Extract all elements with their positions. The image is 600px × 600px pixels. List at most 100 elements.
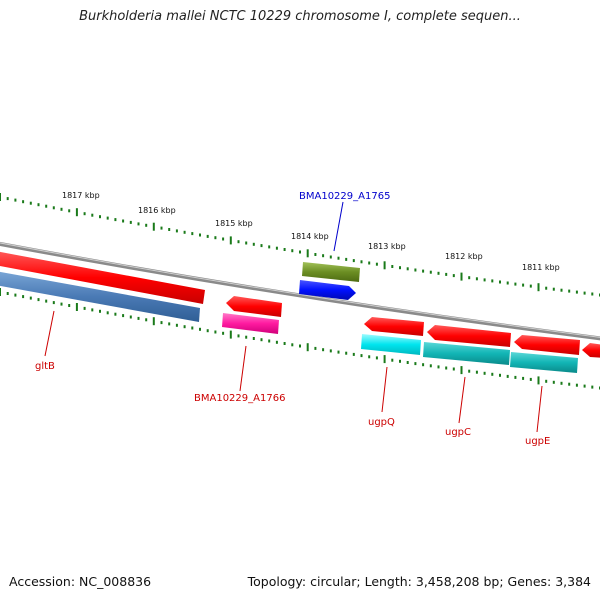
outer-scale-minor-tick: [52, 206, 55, 210]
gene-label-ugpC[interactable]: ugpC: [445, 427, 471, 438]
outer-scale-minor-tick: [529, 284, 532, 288]
outer-scale-minor-tick: [199, 233, 201, 237]
chromosome-backbone: [0, 241, 600, 341]
outer-scale-ticks: [0, 193, 600, 297]
inner-scale-minor-tick: [129, 315, 132, 319]
outer-scale-minor-tick: [475, 277, 478, 281]
outer-scale-minor-tick: [583, 291, 586, 295]
outer-scale-minor-tick: [29, 201, 32, 205]
inner-scale-minor-tick: [6, 292, 9, 295]
cds-BMA10229_A1765-blue[interactable]: [299, 280, 356, 300]
cds-ugpE-teal[interactable]: [510, 352, 578, 373]
inner-scale-minor-tick: [91, 308, 94, 312]
outer-scale-minor-tick: [560, 288, 563, 292]
inner-scale-minor-tick: [514, 375, 517, 379]
inner-scale-minor-tick: [329, 349, 332, 353]
inner-scale-major-tick: [75, 303, 78, 311]
gene-label-gltB[interactable]: gltB: [35, 361, 55, 372]
cds-ugpQ-cyan[interactable]: [361, 334, 421, 355]
inner-scale-minor-tick: [122, 314, 125, 318]
outer-scale-minor-tick: [237, 240, 240, 244]
leader-BMA10229_A1765: [333, 201, 344, 252]
outer-scale-minor-tick: [506, 281, 509, 285]
gene-label-ugpQ[interactable]: ugpQ: [368, 417, 395, 428]
outer-scale-minor-tick: [522, 283, 525, 287]
inner-scale-minor-tick: [222, 331, 225, 335]
outer-scale-major-tick: [537, 283, 540, 292]
outer-scale-minor-tick: [452, 274, 455, 278]
gene-label-BMA10229_A1766[interactable]: BMA10229_A1766: [194, 393, 285, 404]
inner-scale-minor-tick: [268, 339, 271, 343]
outer-scale-minor-tick: [260, 244, 263, 248]
outer-scale-minor-tick: [183, 230, 186, 234]
inner-scale-minor-tick: [299, 344, 301, 348]
outer-scale-minor-tick: [329, 255, 332, 259]
outer-scale-minor-tick: [175, 229, 178, 233]
cds-gltB-red[interactable]: [0, 251, 205, 304]
leader-ugpE: [536, 385, 543, 433]
inner-scale-minor-tick: [260, 338, 263, 342]
outer-scale-minor-tick: [91, 213, 94, 217]
outer-scale-minor-tick: [591, 292, 594, 296]
outer-scale-minor-tick: [160, 226, 163, 230]
map-title: Burkholderia mallei NCTC 10229 chromosom…: [79, 9, 521, 24]
inner-scale-minor-tick: [206, 329, 209, 333]
cds-ugpC-teal[interactable]: [423, 342, 510, 365]
cds-ugpC-red[interactable]: [427, 325, 511, 347]
inner-scale-minor-tick: [137, 316, 140, 320]
inner-scale-minor-tick: [483, 371, 486, 375]
cds-gltB-blue[interactable]: [0, 271, 200, 322]
inner-scale-minor-tick: [422, 363, 425, 367]
outer-scale-minor-tick: [445, 272, 448, 276]
inner-scale-minor-tick: [452, 367, 455, 371]
scale-label-1811: 1811 kbp: [522, 263, 560, 272]
outer-scale-minor-tick: [429, 270, 432, 274]
scale-label-1812: 1812 kbp: [445, 252, 483, 261]
outer-scale-minor-tick: [291, 249, 294, 253]
outer-scale-minor-tick: [68, 209, 71, 213]
cds-BMA10229_A1766-magenta[interactable]: [222, 313, 279, 334]
cds-BMA10229_A1765-olive[interactable]: [302, 262, 360, 282]
inner-scale-major-tick: [152, 317, 155, 326]
gene-label-ugpE[interactable]: ugpE: [525, 436, 550, 447]
inner-scale-major-tick: [537, 376, 540, 385]
outer-scale-minor-tick: [399, 266, 401, 270]
scale-label-1817: 1817 kbp: [62, 191, 100, 200]
cds-ugpE-red[interactable]: [514, 335, 580, 355]
inner-scale-minor-tick: [360, 354, 363, 358]
inner-scale-minor-tick: [106, 311, 109, 315]
inner-scale-minor-tick: [283, 342, 286, 345]
outer-scale-minor-tick: [391, 265, 394, 268]
inner-scale-major-tick: [460, 366, 463, 375]
inner-scale-minor-tick: [60, 302, 63, 306]
inner-scale-minor-tick: [491, 372, 494, 376]
inner-scale-minor-tick: [475, 370, 478, 374]
outer-scale-minor-tick: [575, 290, 578, 294]
inner-scale-minor-tick: [468, 369, 471, 373]
outer-scale-minor-tick: [345, 257, 348, 261]
outer-scale-minor-tick: [37, 203, 40, 207]
outer-scale-minor-tick: [491, 279, 494, 283]
inner-scale-major-tick: [383, 355, 386, 364]
inner-scale-major-tick: [0, 288, 1, 296]
inner-scale-minor-tick: [345, 351, 348, 355]
outer-scale-minor-tick: [322, 254, 325, 258]
cds-ugpQ-red[interactable]: [364, 317, 424, 336]
gene-label-BMA10229_A1765[interactable]: BMA10229_A1765: [299, 191, 390, 202]
outer-scale-major-tick: [152, 222, 155, 231]
inner-scale-minor-tick: [183, 325, 186, 329]
inner-scale-minor-tick: [575, 383, 578, 387]
outer-scale-minor-tick: [145, 223, 148, 227]
outer-scale-minor-tick: [437, 271, 440, 275]
cds-BMA10229_A1766-red[interactable]: [226, 296, 282, 317]
outer-scale-minor-tick: [252, 242, 255, 246]
outer-scale-minor-tick: [60, 207, 63, 211]
inner-scale-minor-tick: [83, 306, 86, 310]
outer-scale-minor-tick: [337, 256, 340, 260]
leader-gltB: [44, 310, 55, 357]
inner-scale-minor-tick: [445, 366, 448, 370]
cds-next-red[interactable]: [582, 343, 600, 358]
inner-scale-minor-tick: [68, 304, 71, 307]
outer-scale-minor-tick: [245, 241, 248, 245]
inner-scale-minor-tick: [175, 323, 178, 327]
